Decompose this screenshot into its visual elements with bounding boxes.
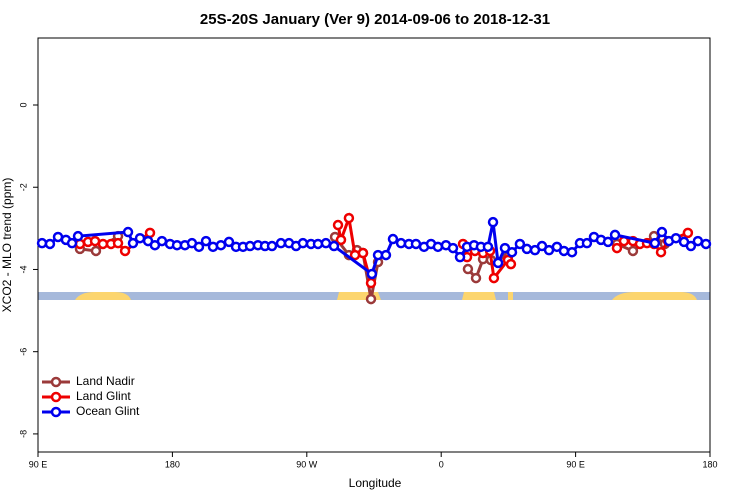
data-point <box>134 232 146 244</box>
series <box>36 216 712 280</box>
data-point <box>487 216 499 228</box>
x-tick-label: 90 W <box>296 459 318 469</box>
data-point <box>119 245 131 257</box>
y-tick-label: -8 <box>18 430 28 438</box>
data-point <box>514 238 526 250</box>
data-point <box>492 257 504 269</box>
land-strip <box>75 292 131 300</box>
data-point <box>566 246 578 258</box>
legend-marker <box>50 406 62 418</box>
data-point <box>432 241 444 253</box>
x-axis-label: Longitude <box>349 476 402 490</box>
data-point <box>44 238 56 250</box>
data-point <box>112 237 124 249</box>
x-tick-label: 180 <box>165 459 180 469</box>
y-tick-label: -4 <box>18 265 28 273</box>
legend-label: Ocean Glint <box>76 404 140 418</box>
data-point <box>700 238 712 250</box>
data-point <box>127 237 139 249</box>
data-point <box>685 240 697 252</box>
legend-label: Land Nadir <box>76 374 135 388</box>
data-point <box>627 245 639 257</box>
data-point <box>200 235 212 247</box>
data-point <box>558 245 570 257</box>
data-point <box>505 258 517 270</box>
data-point <box>332 219 344 231</box>
data-point <box>410 238 422 250</box>
data-point <box>656 226 668 238</box>
legend-marker <box>50 376 62 388</box>
data-point <box>365 277 377 289</box>
data-point <box>215 239 227 251</box>
data-point <box>380 249 392 261</box>
data-point <box>581 237 593 249</box>
data-point <box>521 243 533 255</box>
data-point <box>447 242 459 254</box>
data-point <box>649 237 661 249</box>
data-point <box>470 272 482 284</box>
data-point <box>297 237 309 249</box>
data-point <box>357 247 369 259</box>
data-point <box>482 241 494 253</box>
x-tick-label: 0 <box>439 459 444 469</box>
chart-title: 25S-20S January (Ver 9) 2014-09-06 to 20… <box>200 11 550 28</box>
data-point <box>66 237 78 249</box>
data-point <box>97 238 109 250</box>
data-point <box>387 233 399 245</box>
data-point <box>670 232 682 244</box>
data-point <box>320 237 332 249</box>
data-point <box>682 227 694 239</box>
y-tick-label: 0 <box>18 103 28 108</box>
data-point <box>223 236 235 248</box>
data-point <box>602 236 614 248</box>
data-point <box>90 245 102 257</box>
data-point <box>692 235 704 247</box>
data-point <box>366 268 378 280</box>
data-point <box>506 246 518 258</box>
data-point <box>328 240 340 252</box>
data-point <box>335 234 347 246</box>
data-point <box>275 237 287 249</box>
data-point <box>266 240 278 252</box>
data-point <box>454 251 466 263</box>
data-point <box>611 242 623 254</box>
series-line <box>41 221 707 277</box>
land-strip <box>612 292 697 300</box>
data-point <box>609 229 621 241</box>
x-tick-label: 90 E <box>566 459 585 469</box>
data-point <box>365 293 377 305</box>
legend-marker <box>50 391 62 403</box>
data-point <box>122 226 134 238</box>
x-tick-label: 180 <box>702 459 717 469</box>
land-strip <box>462 292 496 300</box>
x-tick-label: 90 E <box>29 459 48 469</box>
y-tick-label: -2 <box>18 183 28 191</box>
y-axis-label: XCO2 - MLO trend (ppm) <box>0 178 14 313</box>
data-point <box>156 235 168 247</box>
legend-label: Land Glint <box>76 389 131 403</box>
y-tick-label: -6 <box>18 348 28 356</box>
data-point <box>72 230 84 242</box>
land-strip <box>508 292 513 300</box>
data-point <box>343 212 355 224</box>
data-point <box>462 263 474 275</box>
data-point <box>144 227 156 239</box>
data-point <box>193 241 205 253</box>
data-point <box>655 246 667 258</box>
data-point <box>488 272 500 284</box>
